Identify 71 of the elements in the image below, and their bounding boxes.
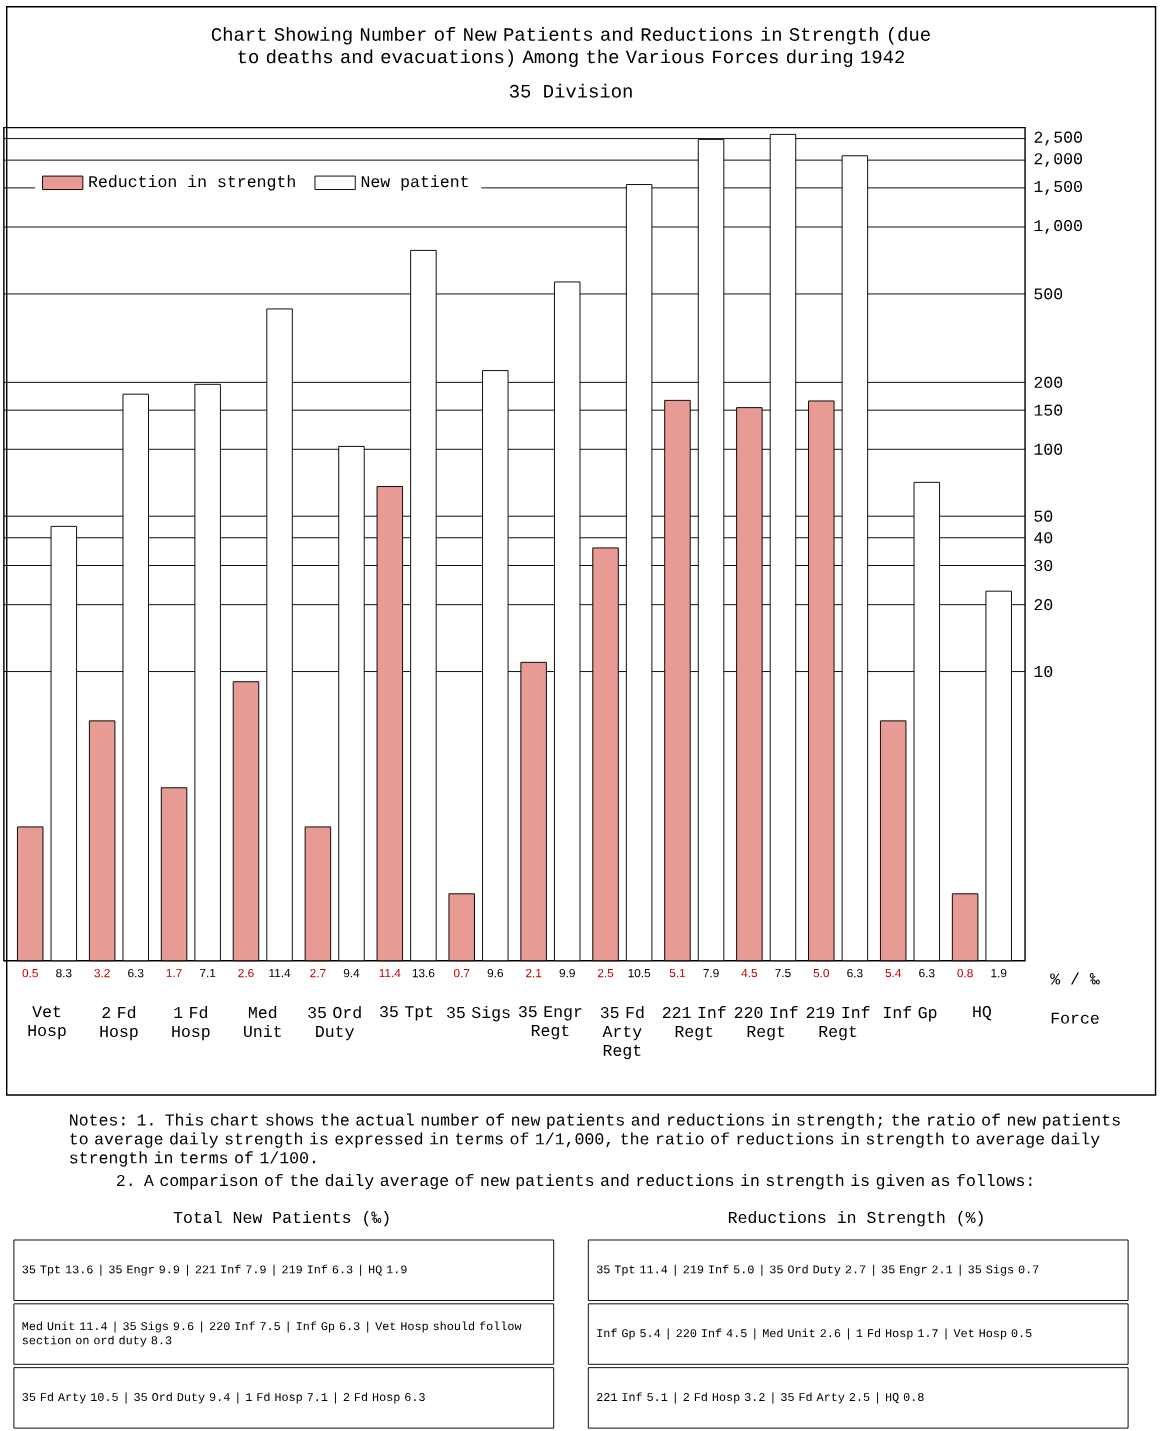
x-tick-label: 35 Tpt	[379, 1006, 433, 1021]
text: Inf Gp 5.4 | 220 Inf 4.5 | Med Unit 2.6 | 1 Fd Hosp 1.7 | Vet Hosp 0.5	[597, 1328, 1032, 1340]
y-tick-label: 20	[1034, 599, 1053, 611]
legend-label: Reduction in strength	[89, 175, 295, 191]
y-tick-label: 2,500	[1034, 131, 1082, 146]
text: 6.3	[128, 968, 144, 978]
x-tick-label: 2 Fd Hosp	[100, 1006, 138, 1041]
y-tick-label: 50	[1034, 510, 1053, 522]
x-tick-label: HQ	[973, 1006, 991, 1021]
x-tick-label: 35 Sigs	[446, 1006, 510, 1022]
text: 8.3	[56, 968, 72, 978]
text: 5.1	[669, 968, 685, 978]
text: Med Unit 11.4 | 35 Sigs 9.6 | 220 Inf 7.5 | Inf Gp 6.3 | Vet Hosp should follow section on ord duty 8.3	[22, 1321, 522, 1347]
text: 2. A comparison of the daily average of new patients and reductions in strength is given as follows:	[116, 1173, 1032, 1190]
text: 5.4	[885, 968, 901, 978]
text: 35 Tpt 11.4 | 219 Inf 5.0 | 35 Ord Duty 2.7 | 35 Engr 2.1 | 35 Sigs 0.7	[596, 1264, 1039, 1276]
x-tick-label: 220 Inf Regt	[734, 1006, 798, 1041]
text: 0.8	[957, 968, 973, 978]
text: 0.7	[453, 968, 470, 978]
legend-label: New patient	[361, 175, 468, 191]
text: 1.9	[991, 968, 1007, 978]
text: 11.4	[379, 968, 401, 978]
x-tick-label: 35 Fd Arty Regt	[600, 1006, 644, 1060]
text: 10.5	[628, 968, 651, 978]
y-tick-label: 500	[1034, 288, 1062, 300]
x-tick-label: Med Unit	[243, 1006, 281, 1038]
text: 2.5	[597, 968, 614, 978]
text: 2.7	[310, 968, 326, 978]
x-tick-label: 219 Inf Regt	[806, 1006, 870, 1041]
y-tick-label: 200	[1034, 376, 1062, 388]
text: 7.9	[703, 968, 719, 978]
x-tick-label: 35 Ord Duty	[308, 1006, 361, 1041]
text: 3.2	[94, 968, 110, 978]
text: 11.4	[269, 968, 291, 978]
y-tick-label: 40	[1034, 532, 1053, 544]
text: 35 Tpt 13.6 | 35 Engr 9.9 | 221 Inf 7.9 | 219 Inf 6.3 | HQ 1.9	[22, 1264, 407, 1276]
text: 4.5	[741, 968, 757, 978]
text: 6.3	[919, 968, 935, 978]
text: Total New Patients (‰)	[173, 1210, 389, 1227]
x-tick-label: Inf Gp	[883, 1006, 937, 1022]
y-tick-label: 2,000	[1034, 153, 1082, 168]
x-tick-label: Vet Hosp	[28, 1006, 66, 1040]
y-tick-label: 150	[1034, 404, 1062, 416]
text: Reductions in Strength (%)	[728, 1210, 983, 1227]
text: Notes: 1. This chart shows the actual number of new patients and reductions in strength; the ratio of new patients to average daily strength is expressed in terms of 1/1,000, the ratio of reductions in strength to average daily strength in terms of 1/100.	[69, 1113, 1120, 1167]
text: 221 Inf 5.1 | 2 Fd Hosp 3.2 | 35 Fd Arty 2.5 | HQ 0.8	[596, 1392, 924, 1404]
chart-title: Chart Showing Number of New Patients and Reductions in Strength (due to deaths and evacuations) Among the Various Forces during 1942	[211, 26, 930, 68]
text: 2.1	[525, 968, 542, 978]
text: % / ‰	[1050, 972, 1100, 985]
text: 2.6	[238, 968, 254, 978]
text: 9.9	[559, 968, 575, 978]
x-tick-label: 1 Fd Hosp	[172, 1006, 210, 1041]
x-tick-label: 221 Inf Regt	[662, 1006, 726, 1041]
y-tick-label: 10	[1034, 665, 1053, 678]
x-axis-title: Force	[1051, 1012, 1099, 1024]
y-tick-label: 1,500	[1034, 180, 1082, 195]
text: 7.5	[775, 968, 791, 978]
text: 1.7	[166, 968, 182, 978]
text: 5.0	[813, 968, 829, 978]
y-tick-label: 30	[1034, 559, 1053, 572]
text: 0.5	[22, 968, 38, 978]
text: 9.6	[487, 968, 503, 978]
y-tick-label: 100	[1034, 443, 1062, 455]
x-tick-label: 35 Engr Regt	[518, 1006, 582, 1040]
text: 7.1	[199, 968, 216, 978]
y-tick-label: 1,000	[1034, 220, 1082, 235]
text: 6.3	[847, 968, 863, 978]
text: 9.4	[343, 968, 360, 978]
text: 13.6	[412, 968, 435, 978]
chart-subtitle: 35 Division	[509, 83, 632, 98]
text: 35 Fd Arty 10.5 | 35 Ord Duty 9.4 | 1 Fd Hosp 7.1 | 2 Fd Hosp 6.3	[22, 1392, 425, 1404]
